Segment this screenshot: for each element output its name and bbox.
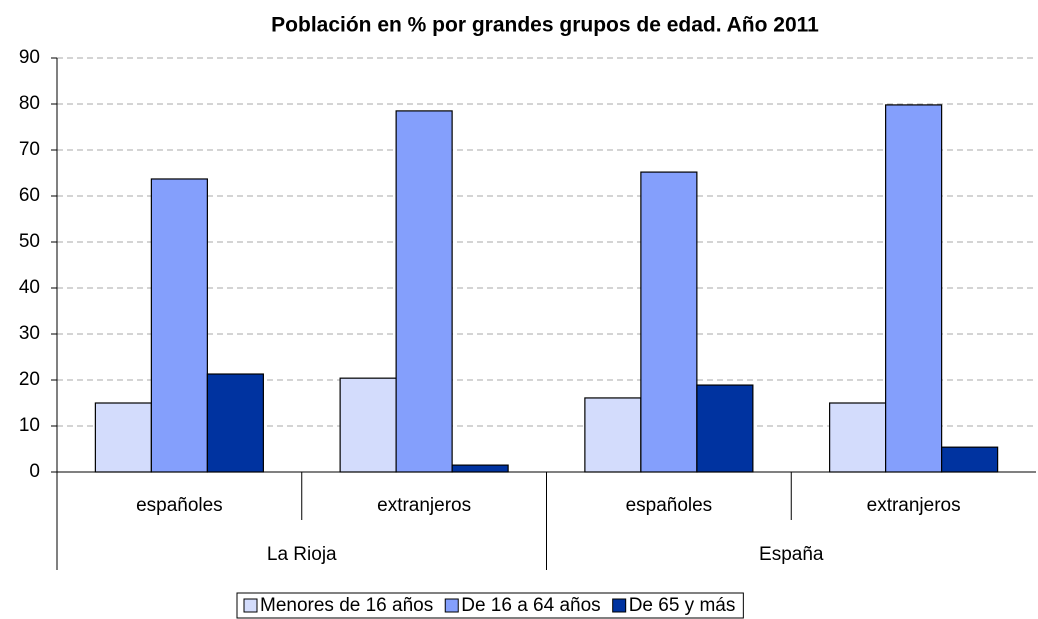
y-tick-label: 30: [19, 323, 40, 344]
x-tick-label: españoles: [136, 495, 223, 516]
legend: Menores de 16 años De 16 a 64 años De 65 y…: [236, 592, 744, 619]
chart-title: Población en % por grandes grupos de eda…: [271, 14, 819, 37]
legend-swatch: [444, 598, 459, 613]
bar: [206, 373, 264, 473]
group-label: La Rioja: [267, 544, 337, 565]
bar: [885, 104, 943, 473]
x-tick-label: españoles: [626, 495, 713, 516]
y-tick-label: 10: [19, 415, 40, 436]
y-tick-label: 20: [19, 369, 40, 390]
bar: [395, 110, 453, 473]
group-label: España: [759, 544, 824, 565]
bar: [150, 178, 208, 473]
y-tick-label: 50: [19, 231, 40, 252]
bar: [640, 171, 698, 473]
legend-swatch: [243, 598, 258, 613]
legend-swatch: [612, 598, 627, 613]
legend-box: [236, 592, 744, 619]
y-tick-label: 90: [19, 47, 40, 68]
y-tick-label: 70: [19, 139, 40, 160]
y-tick-label: 40: [19, 277, 40, 298]
x-tick-label: extranjeros: [377, 495, 471, 516]
legend-label: De 65 y más: [629, 595, 736, 616]
bar: [339, 377, 397, 473]
y-tick-label: 60: [19, 185, 40, 206]
bar: [941, 446, 999, 473]
y-tick-label: 80: [19, 93, 40, 114]
bar: [829, 402, 887, 473]
legend-label: Menores de 16 años: [260, 595, 433, 616]
bar: [584, 397, 642, 473]
bar: [451, 464, 509, 473]
legend-label: De 16 a 64 años: [461, 595, 600, 616]
y-tick-label: 0: [29, 461, 40, 482]
bar: [94, 402, 152, 473]
bar: [696, 384, 754, 473]
x-tick-label: extranjeros: [867, 495, 961, 516]
